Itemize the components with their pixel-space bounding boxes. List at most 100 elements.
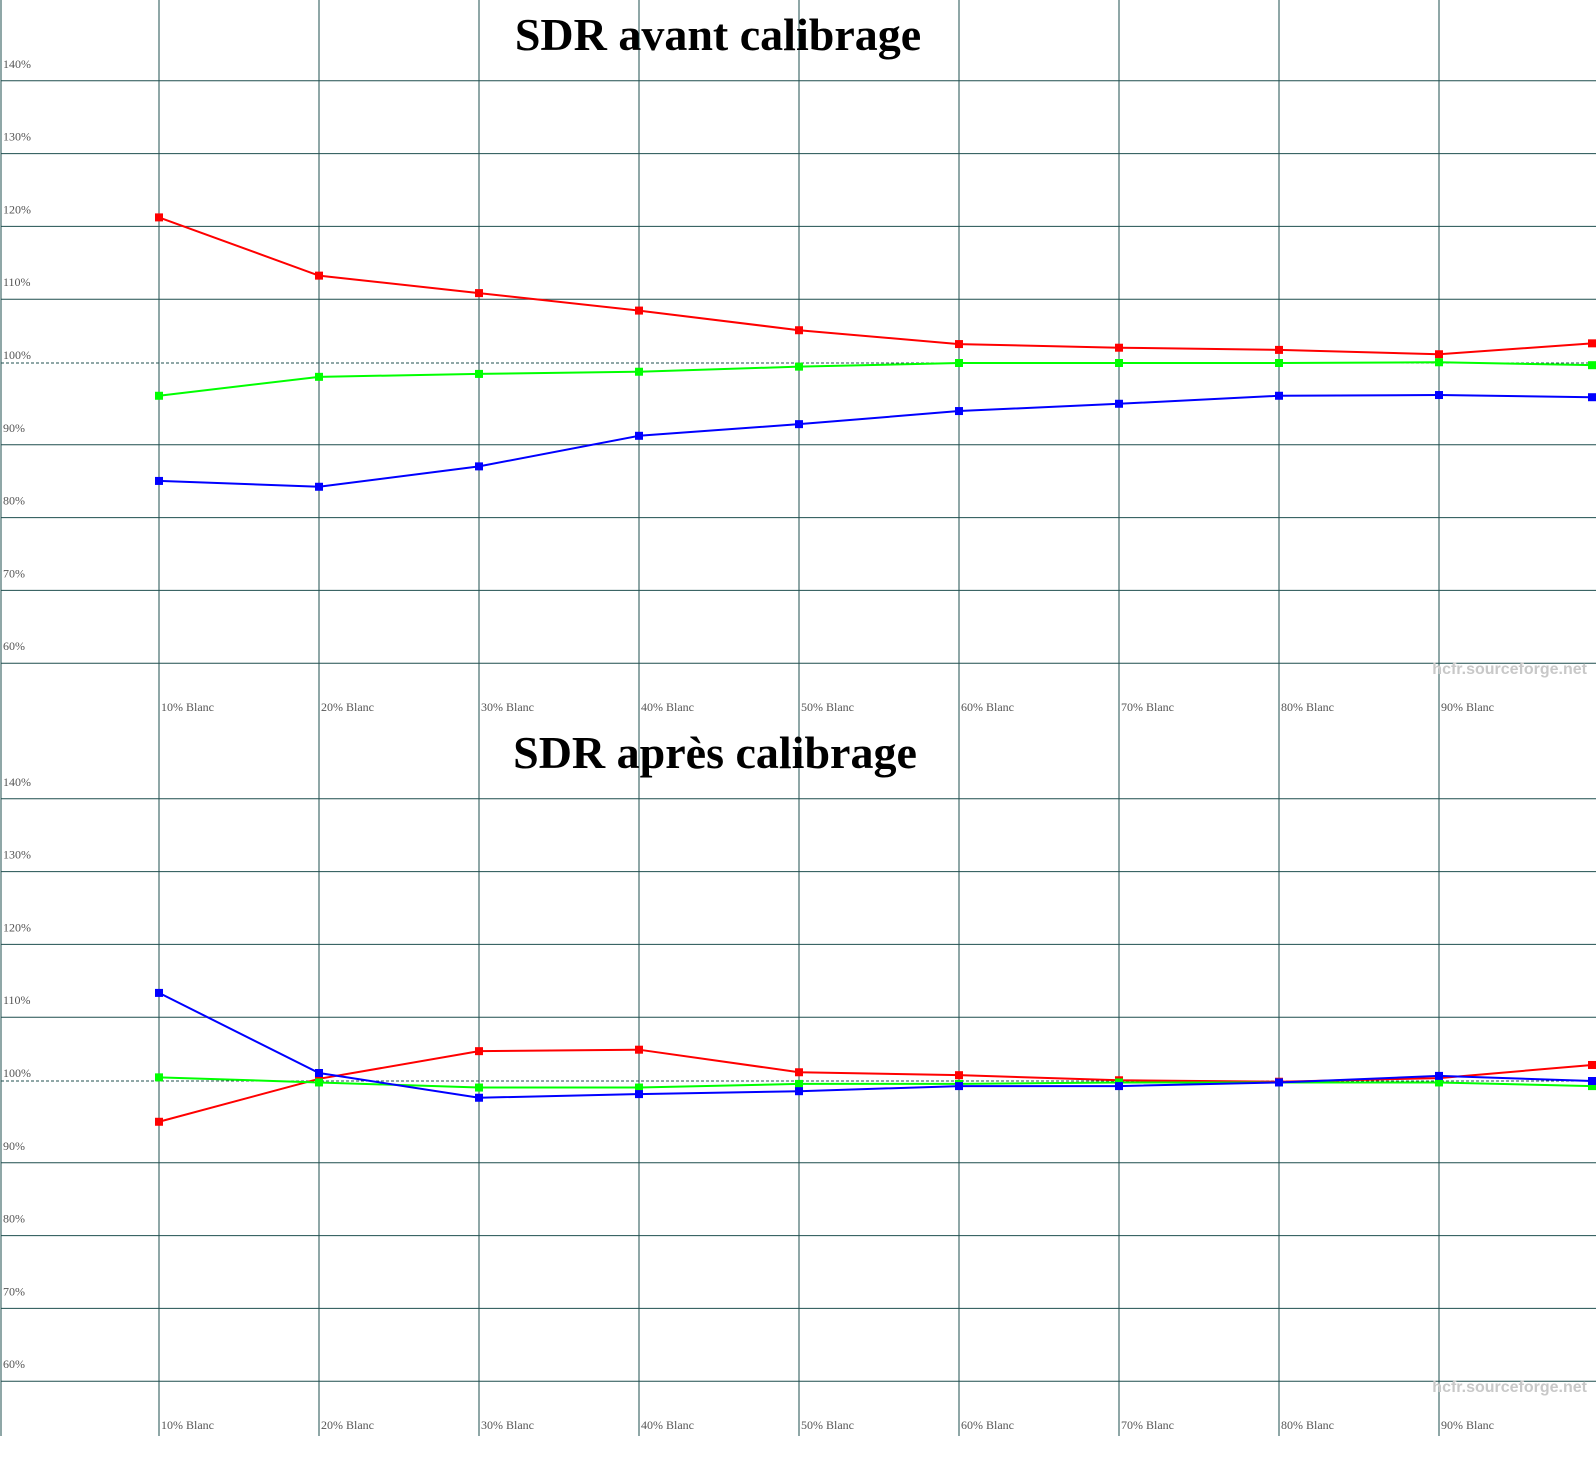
data-point (315, 1068, 323, 1077)
x-tick-label: 20% Blanc (321, 1418, 374, 1432)
data-point (315, 482, 323, 491)
x-tick-label: 60% Blanc (961, 700, 1014, 714)
data-point (635, 1083, 643, 1092)
data-point (475, 1047, 483, 1056)
x-tick-label: 40% Blanc (641, 700, 694, 714)
data-point (475, 462, 483, 471)
data-point (475, 369, 483, 378)
data-point (1588, 361, 1596, 370)
data-point (635, 431, 643, 440)
y-tick-label: 130% (3, 130, 31, 144)
data-point (475, 1083, 483, 1092)
data-point (955, 407, 963, 416)
x-tick-label: 80% Blanc (1281, 700, 1334, 714)
x-tick-label: 30% Blanc (481, 700, 534, 714)
data-point (475, 1093, 483, 1102)
data-point (315, 271, 323, 280)
y-tick-label: 80% (3, 1212, 25, 1226)
data-point (155, 1073, 163, 1082)
data-point (1275, 1078, 1283, 1087)
data-point (155, 1117, 163, 1126)
data-point (795, 362, 803, 371)
y-tick-label: 110% (3, 993, 31, 1007)
y-tick-label: 90% (3, 421, 25, 435)
data-point (795, 1079, 803, 1088)
data-point (1588, 1082, 1596, 1091)
x-tick-label: 50% Blanc (801, 700, 854, 714)
chart-title: SDR avant calibrage (515, 9, 921, 60)
chart-before-svg: 60% 70% 80% 90% 100% 110% 120% 130% 140% 10% Blan… (0, 0, 1596, 718)
data-point (155, 391, 163, 400)
series-line (158, 1048, 1593, 1123)
data-point (315, 1078, 323, 1087)
series-line (158, 216, 1593, 356)
data-point (1588, 1060, 1596, 1069)
data-point (1435, 391, 1443, 400)
y-tick-label: 60% (3, 639, 25, 653)
data-point (795, 1068, 803, 1077)
data-point (1435, 350, 1443, 359)
y-tick-label: 130% (3, 848, 31, 862)
x-tick-label: 10% Blanc (161, 700, 214, 714)
y-tick-label: 100% (3, 348, 31, 362)
y-tick-label: 80% (3, 494, 25, 508)
y-tick-label: 120% (3, 920, 31, 934)
data-point (795, 1087, 803, 1096)
x-tick-label: 70% Blanc (1121, 700, 1174, 714)
data-point (1435, 1071, 1443, 1080)
y-tick-label: 120% (3, 202, 31, 216)
chart-panel-before: 60% 70% 80% 90% 100% 110% 120% 130% 140% 10% Blan… (0, 0, 1596, 718)
y-tick-label: 100% (3, 1066, 31, 1080)
series-line (158, 394, 1593, 488)
data-point (1435, 358, 1443, 367)
chart-title: SDR après calibrage (513, 727, 917, 778)
watermark: hcfr.sourceforge.net (1432, 1379, 1587, 1396)
y-tick-label: 60% (3, 1357, 25, 1371)
x-tick-label: 30% Blanc (481, 1418, 534, 1432)
y-tick-label: 110% (3, 275, 31, 289)
series-line (158, 361, 1593, 397)
data-point (1275, 391, 1283, 400)
y-tick-label: 90% (3, 1139, 25, 1153)
data-point (955, 359, 963, 367)
data-point (1588, 393, 1596, 402)
watermark: hcfr.sourceforge.net (1432, 661, 1587, 678)
y-tick-label: 70% (3, 566, 25, 580)
data-point (795, 420, 803, 429)
data-point (955, 1082, 963, 1091)
data-point (1115, 359, 1123, 367)
data-point (155, 988, 163, 997)
y-tick-label: 140% (3, 57, 31, 71)
data-point (1275, 359, 1283, 367)
y-tick-label: 70% (3, 1284, 25, 1298)
x-tick-label: 20% Blanc (321, 700, 374, 714)
x-tick-label: 60% Blanc (961, 1418, 1014, 1432)
chart-after-svg: 60% 70% 80% 90% 100% 110% 120% 130% 140% 10% Blan… (0, 718, 1596, 1436)
y-tick-label: 140% (3, 775, 31, 789)
data-point (955, 340, 963, 349)
data-point (635, 306, 643, 315)
data-point (635, 1045, 643, 1054)
series-line (158, 992, 1593, 1099)
data-point (155, 213, 163, 222)
x-tick-label: 40% Blanc (641, 1418, 694, 1432)
data-point (635, 1090, 643, 1099)
data-point (1588, 1077, 1596, 1085)
data-point (795, 326, 803, 335)
data-point (155, 476, 163, 485)
x-tick-label: 10% Blanc (161, 1418, 214, 1432)
data-point (475, 289, 483, 298)
data-point (1588, 339, 1596, 348)
data-point (315, 372, 323, 381)
data-point (635, 367, 643, 376)
x-tick-label: 90% Blanc (1441, 1418, 1494, 1432)
data-point (1275, 345, 1283, 354)
data-point (955, 1071, 963, 1080)
x-tick-label: 70% Blanc (1121, 1418, 1174, 1432)
data-point (1435, 1078, 1443, 1087)
chart-panel-after: 60% 70% 80% 90% 100% 110% 120% 130% 140% 10% Blan… (0, 718, 1596, 1436)
data-point (1115, 399, 1123, 408)
x-tick-label: 50% Blanc (801, 1418, 854, 1432)
x-tick-label: 80% Blanc (1281, 1418, 1334, 1432)
data-point (1115, 1082, 1123, 1091)
